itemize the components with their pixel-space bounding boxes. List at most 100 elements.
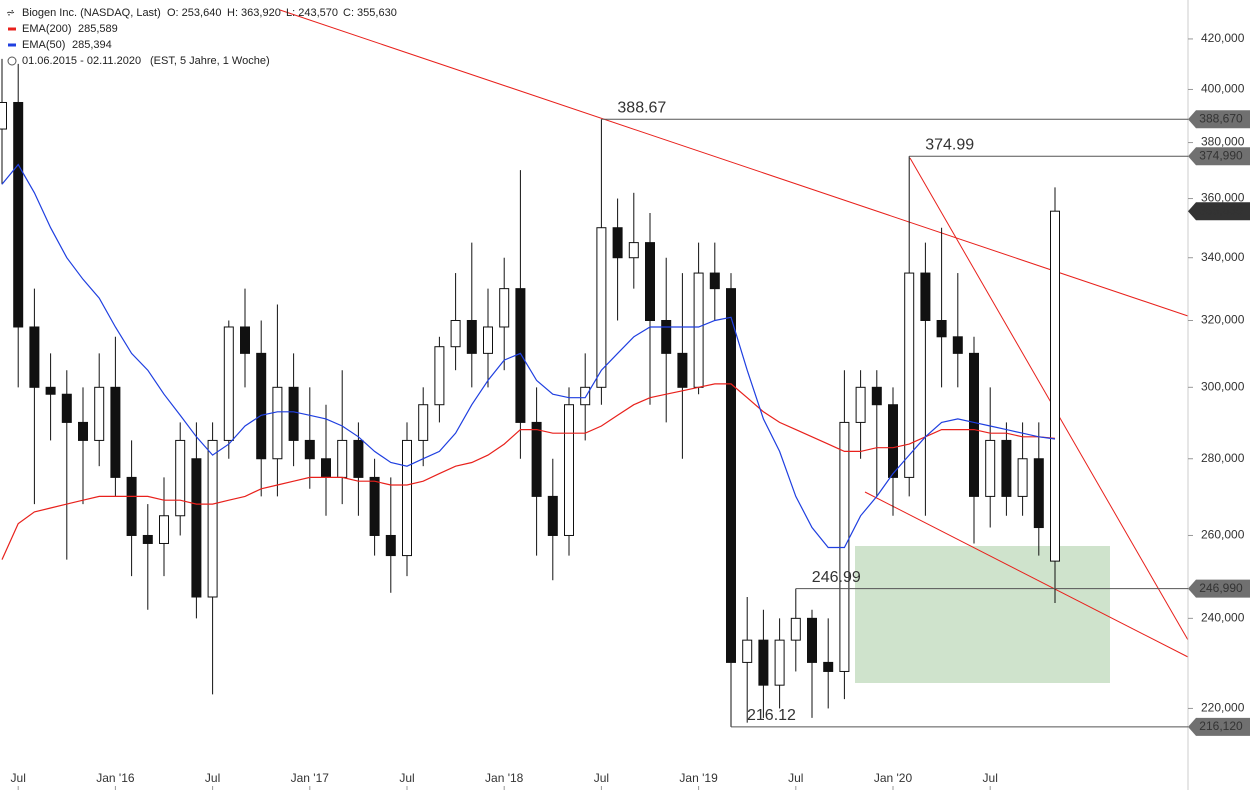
- ohlc: L: 243,570: [286, 7, 338, 19]
- date-note: (EST, 5 Jahre, 1 Woche): [150, 55, 270, 67]
- candle-body: [175, 439, 186, 517]
- candle-body: [1050, 210, 1060, 562]
- candle-body: [126, 476, 137, 536]
- candle-body: [628, 242, 639, 259]
- candle-body: [612, 227, 623, 259]
- y-tick-label: 240,000: [1201, 611, 1245, 625]
- candle-body: [483, 326, 493, 354]
- level-tag-bg: [1188, 579, 1250, 598]
- candle-body: [807, 617, 817, 663]
- candle-body: [645, 242, 655, 321]
- candle-body: [888, 404, 898, 478]
- candle-body: [159, 515, 169, 544]
- x-tick-label: Jan '17: [291, 771, 330, 785]
- legend-value: 285,589: [78, 23, 118, 35]
- candle-body: [94, 386, 105, 441]
- candle-body: [774, 639, 785, 686]
- candle-body: [13, 101, 24, 328]
- candle-body: [580, 386, 591, 406]
- y-tick-label: 300,000: [1201, 379, 1245, 393]
- chart-icon: ⩫: [6, 7, 15, 19]
- trend-line: [279, 9, 1189, 317]
- candle-body: [726, 288, 736, 663]
- date-range: 01.06.2015 - 02.11.2020: [22, 55, 141, 67]
- level-label: 374.99: [925, 137, 974, 154]
- level-tag: 374,990: [1199, 148, 1243, 162]
- candle-body: [402, 439, 412, 557]
- x-tick-label: Jan '18: [485, 771, 524, 785]
- candle-body: [531, 421, 542, 497]
- candle-body: [272, 386, 283, 460]
- candle-body: [871, 386, 882, 406]
- candle-body: [337, 439, 348, 478]
- y-tick-label: 260,000: [1201, 528, 1245, 542]
- candle-body: [952, 336, 963, 354]
- candle-body: [110, 386, 121, 478]
- candle-body: [596, 227, 607, 388]
- candle-body: [256, 352, 267, 460]
- candle-body: [223, 326, 234, 441]
- candle-body: [0, 101, 7, 130]
- last-price-tag-bg: [1188, 202, 1250, 221]
- candle-body: [434, 346, 445, 406]
- candle-body: [547, 495, 558, 536]
- x-tick-label: Jan '19: [679, 771, 718, 785]
- y-tick-label: 360,000: [1201, 191, 1245, 205]
- level-tag: 246,990: [1199, 581, 1243, 595]
- y-tick-label: 340,000: [1201, 250, 1245, 264]
- level-tag-bg: [1188, 717, 1250, 736]
- candle-body: [207, 439, 218, 598]
- candle-body: [353, 439, 364, 478]
- level-tag: 216,120: [1199, 719, 1243, 733]
- candle-body: [45, 386, 56, 395]
- x-tick-label: Jan '20: [874, 771, 913, 785]
- candle-body: [515, 288, 526, 423]
- candle-body: [78, 421, 88, 441]
- candle-body: [1017, 458, 1028, 497]
- x-tick-label: Jul: [399, 771, 414, 785]
- candle-body: [790, 617, 801, 641]
- candle-body: [969, 352, 979, 497]
- ohlc: H: 363,920: [227, 7, 281, 19]
- candle-body: [61, 393, 72, 423]
- level-label: 216.12: [747, 707, 796, 724]
- candle-body: [499, 288, 510, 328]
- candle-body: [191, 458, 202, 598]
- candle-body: [418, 404, 429, 441]
- candle-body: [920, 272, 931, 321]
- trend-line: [909, 157, 1189, 641]
- candle-body: [661, 319, 672, 354]
- candle-body: [693, 272, 704, 388]
- y-tick-label: 400,000: [1201, 82, 1245, 96]
- level-tag: 388,670: [1199, 111, 1243, 125]
- candle-body: [321, 458, 331, 478]
- ema-line: [1, 383, 1056, 560]
- candle-body: [369, 476, 380, 536]
- candle-body: [240, 326, 250, 354]
- level-label: 388.67: [617, 99, 666, 116]
- candle-body: [758, 639, 769, 686]
- last-price-tag: 355,630: [1199, 203, 1243, 217]
- candle-body: [1001, 439, 1012, 497]
- legend-label: EMA(50): [22, 39, 65, 51]
- level-label: 246.99: [812, 569, 861, 586]
- candle-body: [29, 326, 40, 388]
- y-tick-label: 220,000: [1201, 701, 1245, 715]
- ema-line: [1, 163, 1056, 549]
- candle-body: [855, 386, 866, 423]
- level-tag-bg: [1188, 147, 1250, 166]
- candle-body: [1033, 458, 1044, 529]
- y-tick-label: 420,000: [1201, 31, 1245, 45]
- clock-icon: [7, 56, 17, 66]
- y-tick-label: 380,000: [1201, 135, 1245, 149]
- candle-body: [304, 439, 315, 460]
- level-tag-bg: [1188, 110, 1250, 129]
- x-tick-label: Jul: [205, 771, 220, 785]
- y-tick-label: 320,000: [1201, 313, 1245, 327]
- candle-body: [466, 319, 477, 354]
- chart-title: Biogen Inc. (NASDAQ, Last): [22, 7, 161, 19]
- candle-body: [936, 319, 947, 338]
- x-tick-label: Jul: [983, 771, 998, 785]
- y-tick-label: 280,000: [1201, 451, 1245, 465]
